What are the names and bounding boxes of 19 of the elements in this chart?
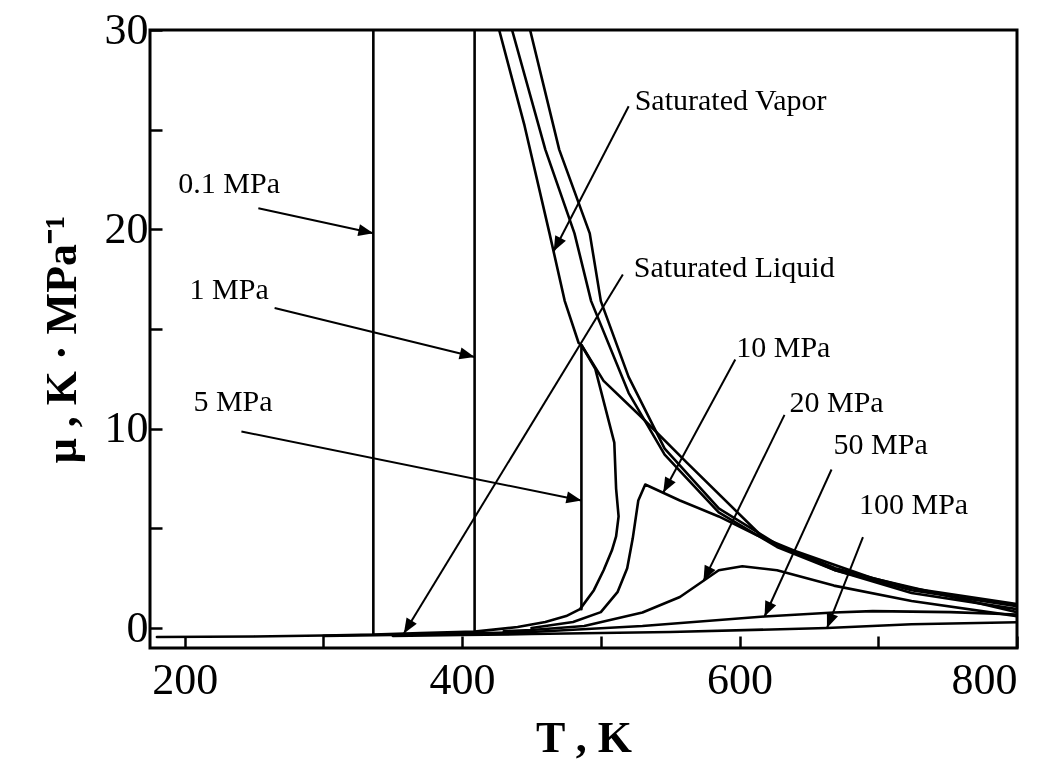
annotation: 5 MPa [193,384,273,418]
annotation: 100 MPa [858,487,969,521]
annotation: Saturated Vapor [634,83,827,117]
y-tick-label: 20 [104,203,149,253]
annotation: 20 MPa [789,384,884,418]
x-tick-label: 200 [152,654,219,704]
y-axis-title: μ , K · MPa⁻¹ [36,215,86,464]
x-tick-label: 800 [951,654,1018,704]
x-tick-label: 600 [707,654,774,704]
x-axis-title: T , K [536,712,632,762]
x-tick-label: 400 [429,654,496,704]
y-tick-label: 30 [104,4,149,54]
annotation: 50 MPa [833,426,928,460]
y-tick-label: 0 [126,602,149,652]
annotation: 10 MPa [736,329,831,363]
annotation: 0.1 MPa [178,166,281,200]
y-tick-label: 10 [104,403,149,453]
annotation: Saturated Liquid [633,250,835,284]
annotation: 1 MPa [189,271,269,305]
